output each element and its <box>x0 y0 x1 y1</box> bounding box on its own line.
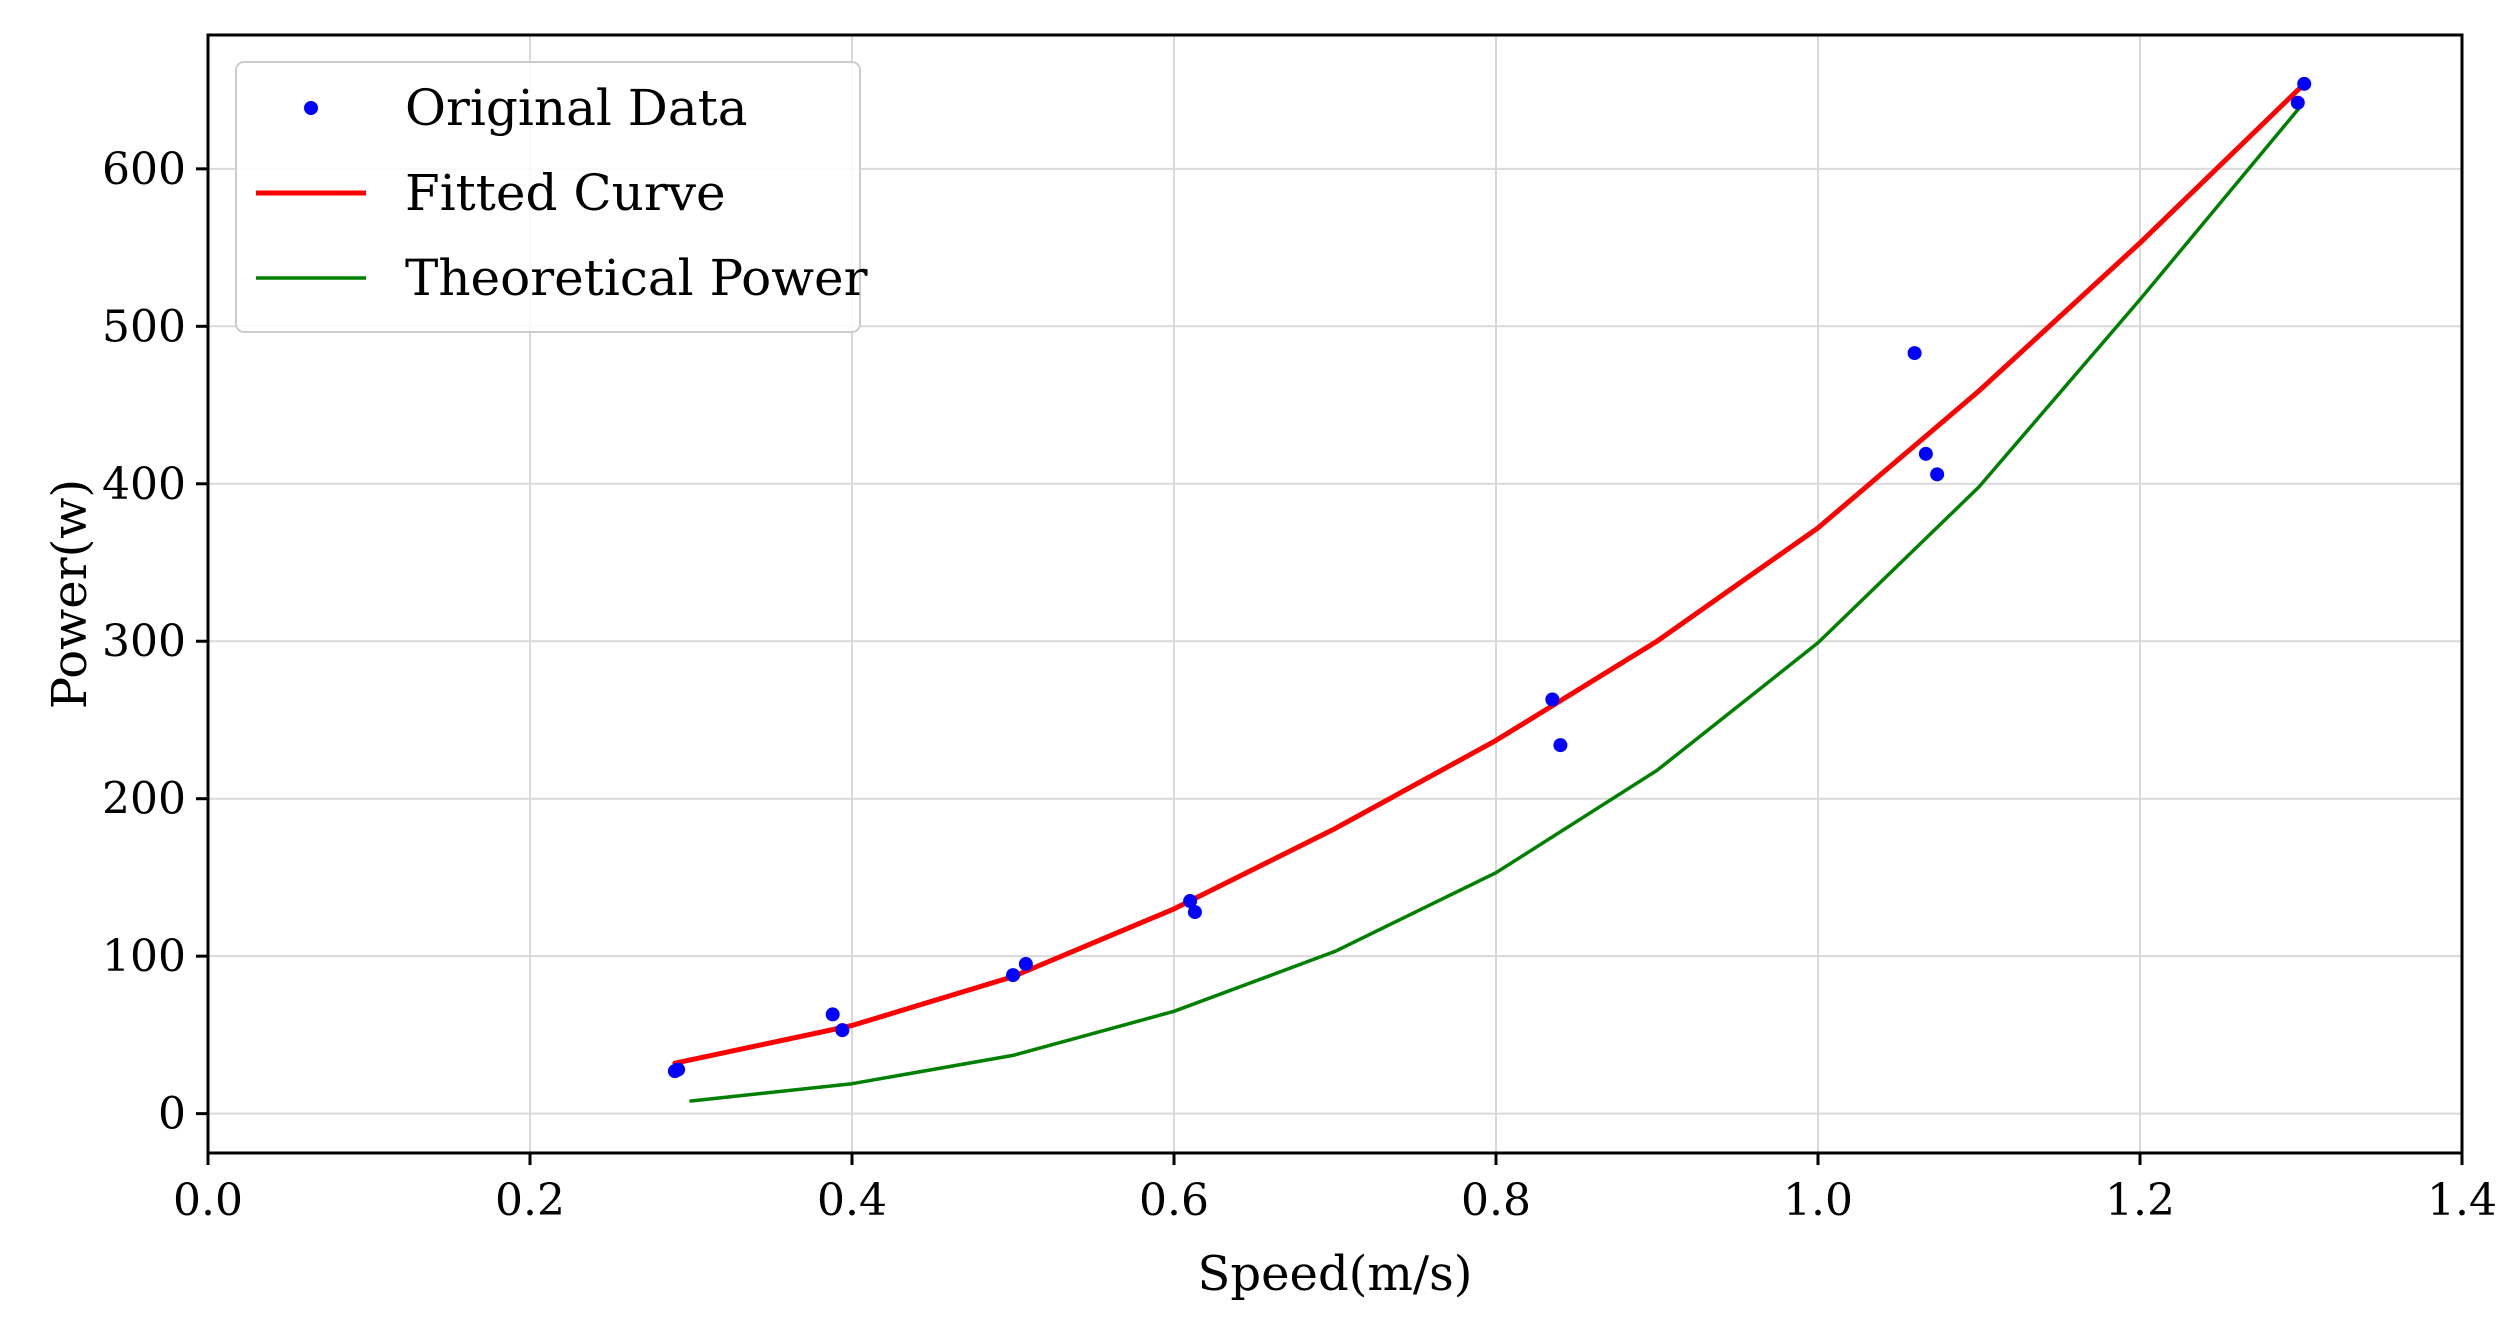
series-line-theoretical-power <box>689 104 2303 1103</box>
legend-label-fitted-curve: Fitted Curve <box>405 164 726 222</box>
plot-series <box>667 76 2312 1103</box>
plot-frame <box>206 33 2464 1155</box>
ticks: 0.0 0.2 0.4 0.6 0.8 1.0 1.2 1.4 0 100 200 300 400 500… <box>102 144 2497 1226</box>
y-tick-label-5: 500 <box>102 301 186 352</box>
legend-entries: Original Data Fitted Curve Theoretical Pow… <box>256 79 868 307</box>
data-point-12 <box>1930 467 1945 482</box>
x-tick-label-3: 0.6 <box>1139 1175 1209 1226</box>
x-tick-label-1: 0.2 <box>495 1175 565 1226</box>
data-point-11 <box>1918 446 1933 461</box>
x-tick-label-2: 0.4 <box>817 1175 887 1226</box>
y-tick-label-3: 300 <box>102 616 186 667</box>
data-point-2 <box>825 1007 840 1022</box>
y-tick-label-2: 200 <box>102 774 186 825</box>
data-point-10 <box>1907 346 1922 361</box>
data-point-4 <box>1006 968 1020 983</box>
data-point-8 <box>1545 692 1560 707</box>
x-tick-label-6: 1.2 <box>2105 1175 2175 1226</box>
legend: Original Data Fitted Curve Theoretical Pow… <box>235 61 868 333</box>
y-tick-label-0: 0 <box>158 1089 186 1140</box>
data-point-14 <box>2297 76 2312 91</box>
data-point-5 <box>1018 957 1033 972</box>
legend-marker-original-data <box>304 101 318 115</box>
data-point-9 <box>1553 738 1568 753</box>
series-line-fitted-curve <box>672 84 2304 1066</box>
data-point-7 <box>1187 905 1202 920</box>
legend-box <box>235 61 861 333</box>
x-tick-label-0: 0.0 <box>173 1175 243 1226</box>
x-tick-label-5: 1.0 <box>1783 1175 1853 1226</box>
data-point-6 <box>1183 894 1198 909</box>
y-tick-label-1: 100 <box>102 931 186 982</box>
data-point-3 <box>835 1023 850 1038</box>
x-tick-label-7: 1.4 <box>2427 1175 2497 1226</box>
x-axis-label: Speed(m/s) <box>1198 1246 1473 1302</box>
data-point-13 <box>2290 95 2305 110</box>
y-axis-label: Power(w) <box>42 479 98 709</box>
y-tick-label-6: 600 <box>102 144 186 195</box>
x-tick-label-4: 0.8 <box>1461 1175 1531 1226</box>
legend-label-original-data: Original Data <box>405 79 748 137</box>
legend-label-theoretical-power: Theoretical Power <box>405 249 868 307</box>
data-point-1 <box>671 1062 686 1077</box>
y-tick-label-4: 400 <box>102 459 186 510</box>
